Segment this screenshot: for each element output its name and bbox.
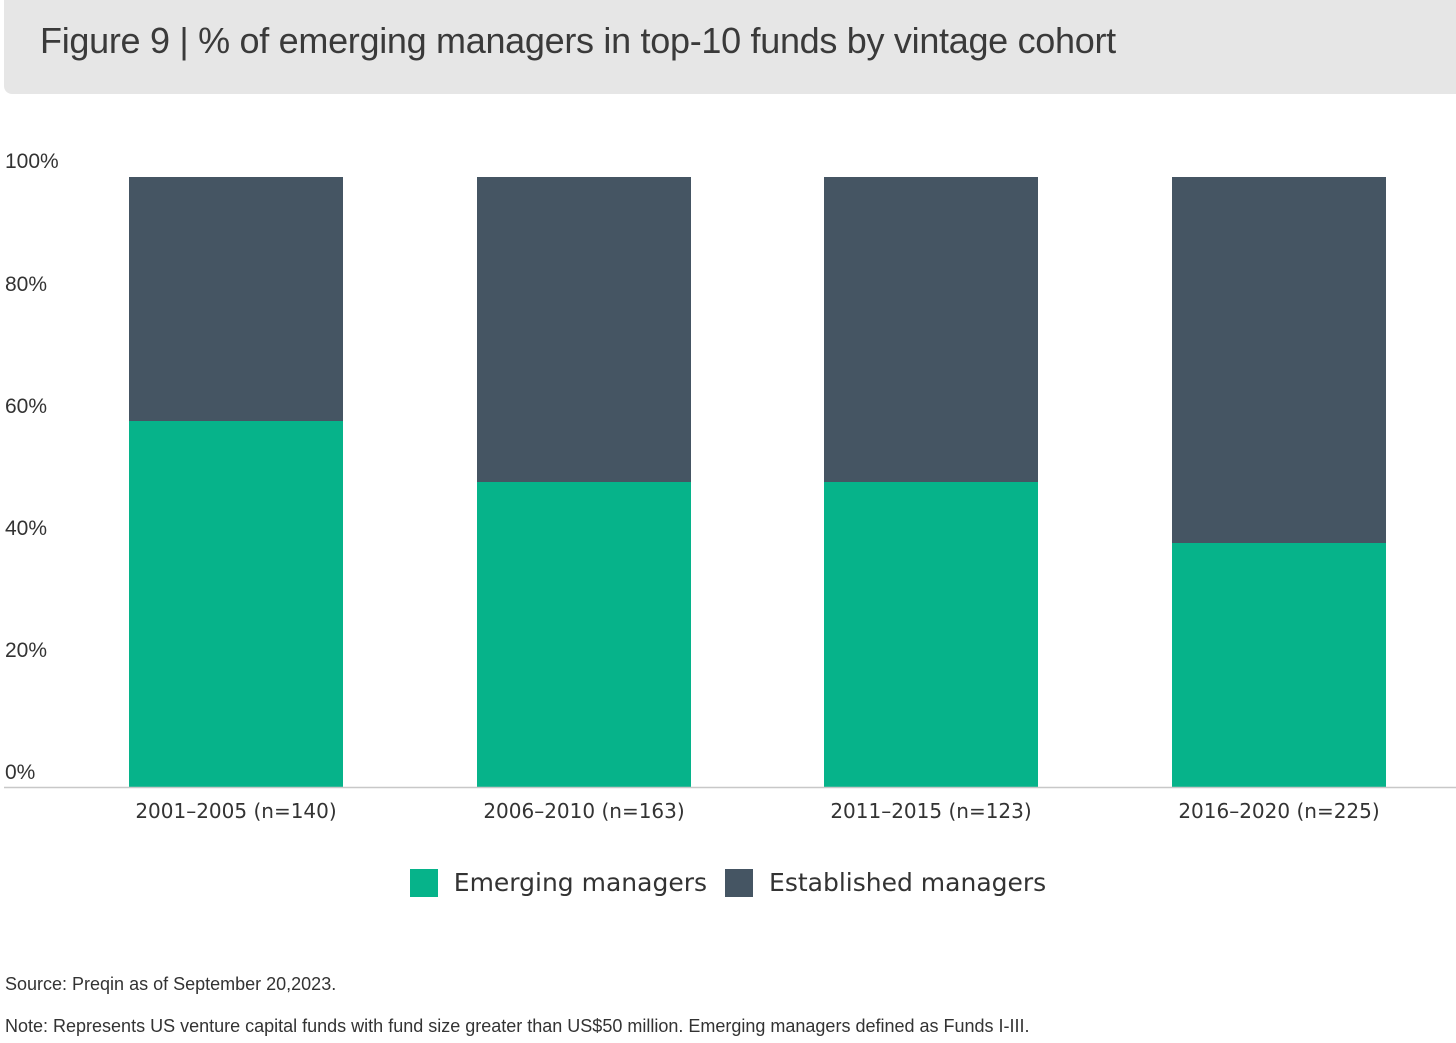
x-category-label: 2001–2005 (n=140) xyxy=(135,799,336,823)
title-band: Figure 9 | % of emerging managers in top… xyxy=(4,0,1456,94)
legend-swatch-established xyxy=(725,868,754,897)
stacked-bar-chart: 0% 20% 40% 60% 80% 100% 2001–2005 (n=140) 2006… xyxy=(4,150,1456,823)
bars-group xyxy=(129,177,1386,787)
x-category-label: 2006–2010 (n=163) xyxy=(483,799,684,823)
y-axis-ticks: 0% 20% 40% 60% 80% 100% xyxy=(5,150,59,784)
legend-item-established: Established managers xyxy=(725,868,1046,897)
bar-segment-established xyxy=(129,177,343,421)
bar-segment-established xyxy=(1172,177,1386,543)
legend-label-emerging: Emerging managers xyxy=(453,868,708,897)
bar-segment-established xyxy=(824,177,1038,482)
y-tick-label: 80% xyxy=(5,273,47,296)
y-tick-label: 100% xyxy=(5,150,59,173)
x-category-label: 2016–2020 (n=225) xyxy=(1178,799,1379,823)
legend-swatch-emerging xyxy=(409,868,438,897)
bar-segment-emerging xyxy=(1172,543,1386,787)
legend: Emerging managers Established managers xyxy=(0,868,1456,897)
source-note: Source: Preqin as of September 20,2023. xyxy=(5,974,337,994)
bar-segment-established xyxy=(477,177,691,482)
chart-title: Figure 9 | % of emerging managers in top… xyxy=(40,20,1116,61)
x-axis-labels: 2001–2005 (n=140) 2006–2010 (n=163) 2011–2… xyxy=(135,799,1379,823)
y-tick-label: 20% xyxy=(5,639,47,662)
y-tick-label: 40% xyxy=(5,517,47,540)
legend-item-emerging: Emerging managers xyxy=(409,868,708,897)
legend-label-established: Established managers xyxy=(769,868,1047,897)
bar-segment-emerging xyxy=(824,482,1038,787)
footnote: Note: Represents US venture capital fund… xyxy=(5,1016,1030,1036)
bar-segment-emerging xyxy=(129,421,343,787)
x-category-label: 2011–2015 (n=123) xyxy=(830,799,1031,823)
y-tick-label: 0% xyxy=(5,761,35,784)
y-tick-label: 60% xyxy=(5,395,47,418)
bar-segment-emerging xyxy=(477,482,691,787)
